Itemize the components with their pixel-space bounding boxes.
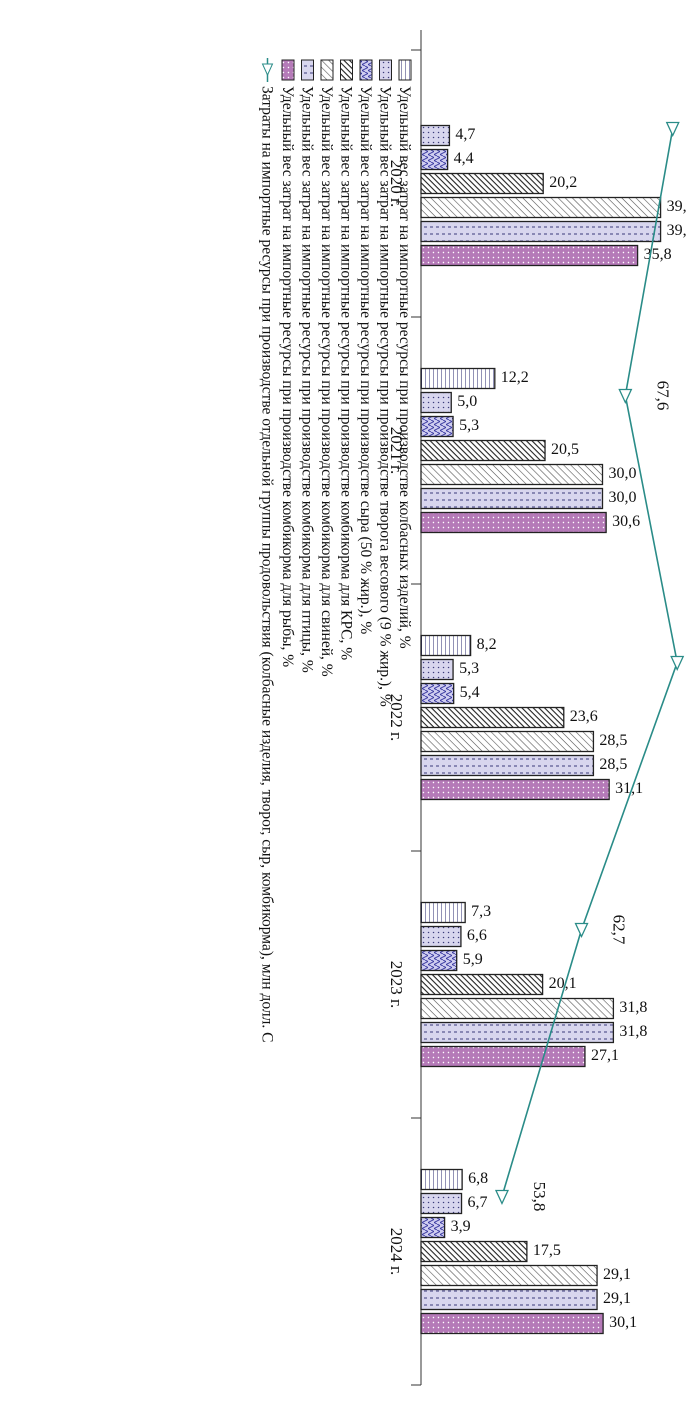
bar-value-label: 6,6 (467, 927, 487, 944)
bar-value-label: 20,5 (551, 441, 579, 458)
bar-value-label: 31,1 (615, 780, 643, 797)
legend-swatch (320, 59, 334, 81)
bar-value-label: 6,8 (468, 1170, 488, 1187)
legend-label: Удельный вес затрат на импортные ресурсы… (396, 86, 413, 649)
bar-vstripe (420, 634, 472, 657)
bar-value-label: 5,9 (463, 951, 483, 968)
bar-dash (420, 1021, 615, 1044)
bar-value-label: 5,4 (460, 684, 480, 701)
bar-value-label: 29,1 (603, 1266, 631, 1283)
bar-value-label: 5,3 (459, 417, 479, 434)
bar-dots (420, 124, 451, 147)
bar-value-label: 4,4 (454, 150, 474, 167)
bar-value-label: 31,8 (619, 1023, 647, 1040)
bar-value-label: 30,6 (612, 513, 640, 530)
legend-label: Удельный вес затрат на импортные ресурсы… (318, 86, 335, 677)
line-marker-triangle (670, 655, 685, 672)
legend-label: Удельный вес затрат на импортные ресурсы… (357, 86, 374, 634)
bar-value-label: 4,7 (455, 126, 475, 143)
rotated-chart-group: 4,7 4,4 20,2 39,6 39,6 35,8 2020 г. 12,2 5,0 5,3 2… (259, 30, 686, 1386)
legend-label: Удельный вес затрат на импортные ресурсы… (279, 86, 296, 667)
line-marker-triangle (665, 121, 680, 138)
bar-value-label: 39,6 (667, 198, 686, 215)
bar-vstripe (420, 1168, 463, 1191)
bar-value-label: 30,0 (609, 465, 637, 482)
bar-value-label: 20,1 (549, 975, 577, 992)
bar-value-label: 5,3 (459, 660, 479, 677)
bar-value-label: 39,6 (667, 222, 686, 239)
bar-purple-dots (420, 778, 610, 801)
bar-dash (420, 754, 595, 777)
legend-label: Удельный вес затрат на импортные ресурсы… (299, 86, 316, 673)
bar-dash (420, 487, 604, 510)
bar-diag (420, 196, 662, 219)
bar-dense-diag (420, 1240, 528, 1263)
line-marker-triangle (574, 922, 589, 939)
bar-vstripe (420, 901, 466, 924)
bar-dash (420, 1288, 598, 1311)
bar-value-label: 3,9 (451, 1218, 471, 1235)
bar-wave (420, 949, 458, 972)
legend-label: Удельный вес затрат на импортные ресурсы… (338, 86, 355, 660)
bar-diag (420, 997, 615, 1020)
category-label: 2022 г. (387, 694, 406, 742)
category-label: 2023 г. (387, 961, 406, 1009)
bar-value-label: 31,8 (619, 999, 647, 1016)
category-label: 2020 г. (387, 160, 406, 208)
category-label: 2021 г. (387, 427, 406, 475)
legend-swatch (379, 59, 392, 81)
bar-wave (420, 415, 454, 438)
bar-purple-dots (420, 244, 639, 267)
bar-value-label: 5,0 (457, 393, 477, 410)
bar-value-label: 17,5 (533, 1242, 561, 1259)
bar-dots (420, 1192, 463, 1215)
bar-value-label: 12,2 (501, 369, 529, 386)
legend-swatch (340, 59, 353, 81)
bar-vstripe (420, 367, 496, 390)
line-marker-triangle (494, 1189, 509, 1206)
bar-purple-dots (420, 1312, 604, 1335)
bar-dense-diag (420, 973, 544, 996)
bar-diag (420, 1264, 598, 1287)
bar-dense-diag (420, 172, 544, 195)
bar-dense-diag (420, 439, 546, 462)
bar-value-label: 23,6 (570, 708, 598, 725)
legend-label: Удельный вес затрат на импортные ресурсы… (377, 86, 394, 707)
bar-wave (420, 1216, 446, 1239)
legend-line-marker (261, 63, 274, 77)
bar-value-label: 35,8 (644, 246, 672, 263)
bar-dots (420, 925, 462, 948)
bar-dots (420, 658, 454, 681)
legend-line-label: Затраты на импортные ресурсы при произво… (259, 86, 276, 1042)
bar-value-label: 30,0 (609, 489, 637, 506)
bar-diag (420, 730, 595, 753)
line-marker-triangle (618, 388, 633, 405)
line-value-label: 62,7 (610, 915, 629, 945)
line-value-label: 53,8 (530, 1182, 549, 1212)
bar-value-label: 8,2 (477, 636, 497, 653)
bar-diag (420, 463, 604, 486)
bar-dense-diag (420, 706, 565, 729)
bar-value-label: 30,1 (609, 1314, 637, 1331)
bar-wave (420, 682, 455, 705)
legend-swatch (398, 59, 412, 81)
legend-swatch (359, 59, 373, 81)
bar-value-label: 28,5 (599, 732, 627, 749)
bar-value-label: 20,2 (549, 174, 577, 191)
bar-value-label: 6,7 (468, 1194, 488, 1211)
bar-value-label: 29,1 (603, 1290, 631, 1307)
category-label: 2024 г. (387, 1228, 406, 1276)
bar-value-label: 27,1 (591, 1047, 619, 1064)
bar-purple-dots (420, 511, 607, 534)
line-value-label: 67,6 (653, 381, 672, 411)
bar-purple-dots (420, 1045, 586, 1068)
legend-swatch (301, 59, 314, 81)
bar-dots (420, 391, 452, 414)
bar-dash (420, 220, 662, 243)
bar-value-label: 7,3 (471, 903, 491, 920)
bar-value-label: 28,5 (599, 756, 627, 773)
legend-swatch (281, 59, 295, 81)
bar-wave (420, 148, 449, 171)
